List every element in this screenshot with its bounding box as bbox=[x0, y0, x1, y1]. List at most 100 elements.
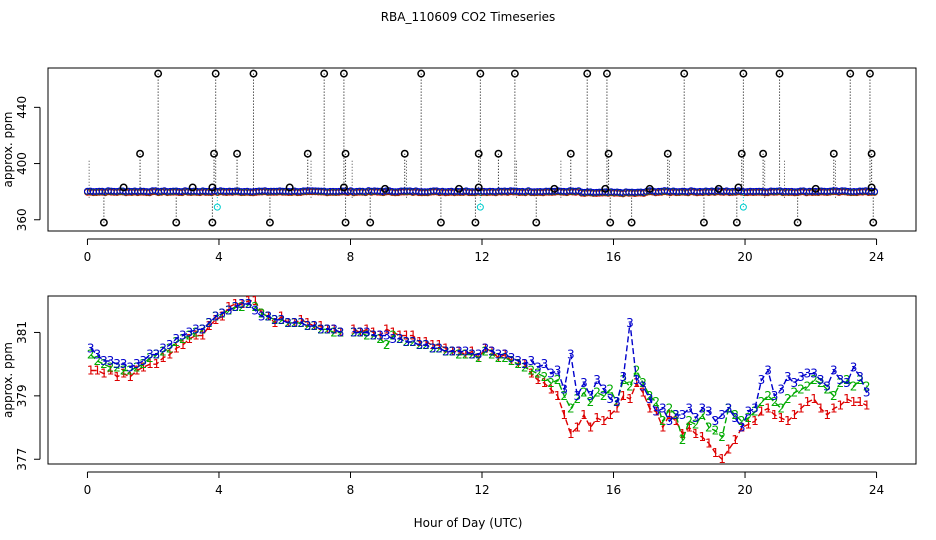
series-3-point: 3 bbox=[626, 316, 634, 330]
y-tick-label: 400 bbox=[15, 152, 29, 175]
spike-low-marker bbox=[532, 218, 541, 227]
series-2-point: 2 bbox=[93, 354, 101, 368]
spike-low-marker bbox=[208, 218, 217, 227]
series-3-point: 3 bbox=[521, 357, 529, 371]
cyan-marker bbox=[213, 203, 221, 211]
series-1-point: 1 bbox=[863, 398, 871, 412]
series-1-point: 1 bbox=[593, 411, 601, 425]
series-2-point: 2 bbox=[843, 373, 851, 387]
spike-mid-marker bbox=[867, 149, 876, 158]
series-2-point: 2 bbox=[376, 332, 384, 346]
series-1-point: 1 bbox=[93, 363, 101, 377]
spike-mid-marker bbox=[341, 149, 350, 158]
series-1-point: 1 bbox=[370, 325, 378, 339]
series-1-point: 1 bbox=[797, 402, 805, 416]
series-2-point: 2 bbox=[771, 395, 779, 409]
series-3-point: 3 bbox=[784, 370, 792, 384]
series-1-point: 1 bbox=[271, 316, 279, 330]
series-3-point: 3 bbox=[258, 310, 266, 324]
series-3-point: 3 bbox=[435, 341, 443, 355]
series-3-point: 3 bbox=[495, 348, 503, 362]
series-2-point: 2 bbox=[172, 335, 180, 349]
series-3-point: 3 bbox=[422, 338, 430, 352]
spike-high-marker bbox=[775, 69, 784, 78]
series-3-point: 3 bbox=[679, 408, 687, 422]
y-tick-label: 440 bbox=[15, 96, 29, 119]
chart-title: RBA_110609 CO2 Timeseries bbox=[381, 10, 556, 24]
series-1-point: 1 bbox=[133, 363, 141, 377]
near-baseline-marker bbox=[285, 183, 294, 192]
series-3-point: 3 bbox=[370, 329, 378, 343]
series-3-point: 3 bbox=[718, 408, 726, 422]
series-3-point: 3 bbox=[797, 370, 805, 384]
spike-high-marker bbox=[476, 69, 485, 78]
series-3-point: 3 bbox=[850, 360, 858, 374]
series-1-point: 1 bbox=[429, 338, 437, 352]
series-3-point: 3 bbox=[278, 313, 286, 327]
series-2-point: 2 bbox=[659, 414, 667, 428]
series-2-point: 2 bbox=[633, 363, 641, 377]
series-1-point: 1 bbox=[107, 363, 115, 377]
series-2-point: 2 bbox=[363, 329, 371, 343]
series-2-point: 2 bbox=[554, 373, 562, 387]
series-1-point: 1 bbox=[422, 335, 430, 349]
series-3-point: 3 bbox=[337, 325, 345, 339]
series-3-point: 3 bbox=[488, 344, 496, 358]
series-3-point: 3 bbox=[587, 389, 595, 403]
series-2-point: 2 bbox=[810, 373, 818, 387]
series-2-point: 2 bbox=[639, 376, 647, 390]
series-3-point: 3 bbox=[508, 351, 516, 365]
x-tick-label: 20 bbox=[737, 483, 752, 497]
series-1-point: 1 bbox=[403, 329, 411, 343]
y-axis-label: approx. ppm bbox=[1, 342, 15, 418]
series-3-point: 3 bbox=[93, 348, 101, 362]
series-2-point: 2 bbox=[527, 363, 535, 377]
series-1-point: 1 bbox=[317, 319, 325, 333]
series-3-point: 3 bbox=[212, 310, 220, 324]
series-1-point: 1 bbox=[416, 335, 424, 349]
near-baseline-marker bbox=[381, 184, 389, 193]
series-3-point: 3 bbox=[777, 383, 785, 397]
series-2-point: 2 bbox=[350, 325, 358, 339]
series-3-point: 3 bbox=[462, 344, 470, 358]
series-2-point: 2 bbox=[337, 325, 345, 339]
series-3-point: 3 bbox=[120, 357, 128, 371]
series-3-point: 3 bbox=[804, 367, 812, 381]
series-1-point: 1 bbox=[527, 367, 535, 381]
series-2-point: 2 bbox=[679, 433, 687, 447]
spike-high-marker bbox=[154, 69, 163, 78]
series-1-point: 1 bbox=[534, 373, 542, 387]
series-3-point: 3 bbox=[738, 421, 746, 435]
spike-low-marker bbox=[341, 218, 350, 227]
series-1-point: 1 bbox=[856, 395, 864, 409]
near-baseline-marker bbox=[601, 184, 610, 193]
series-1-point: 1 bbox=[580, 408, 588, 422]
series-3-point: 3 bbox=[823, 379, 831, 393]
series-2-point: 2 bbox=[685, 414, 693, 428]
series-1-point: 1 bbox=[251, 294, 259, 308]
series-3-point: 3 bbox=[389, 332, 397, 346]
series-2-point: 2 bbox=[666, 402, 674, 416]
spike-mid-marker bbox=[566, 149, 575, 158]
spike-mid-marker bbox=[210, 149, 218, 158]
series-1-point: 1 bbox=[140, 360, 148, 374]
series-1-point: 1 bbox=[850, 395, 858, 409]
series-2-point: 2 bbox=[620, 373, 628, 387]
series-1-point: 1 bbox=[225, 300, 233, 314]
series-2-point: 2 bbox=[442, 344, 450, 358]
series-3-point: 3 bbox=[725, 402, 733, 416]
series-2-point: 2 bbox=[600, 389, 608, 403]
series-2-point: 2 bbox=[837, 376, 845, 390]
spike-low-marker bbox=[172, 218, 181, 227]
series-2-point: 2 bbox=[652, 395, 660, 409]
cyan-marker bbox=[739, 203, 747, 211]
series-2-point: 2 bbox=[567, 402, 575, 416]
x-axis-label: Hour of Day (UTC) bbox=[414, 516, 523, 530]
series-2-point: 2 bbox=[120, 363, 128, 377]
series-2-point: 2 bbox=[495, 351, 503, 365]
series-1-point: 1 bbox=[560, 408, 568, 422]
series-2-point: 2 bbox=[560, 389, 568, 403]
series-1-point: 1 bbox=[771, 408, 779, 422]
series-3-point: 3 bbox=[633, 373, 641, 387]
series-3-point: 3 bbox=[383, 329, 391, 343]
